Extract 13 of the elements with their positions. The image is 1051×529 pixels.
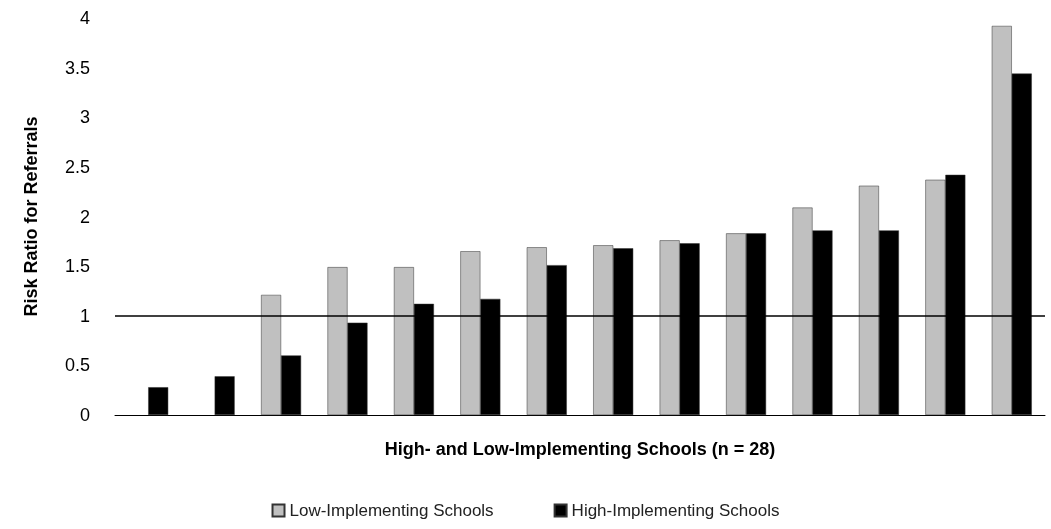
- y-tick-label: 0.5: [64, 355, 90, 376]
- legend-label: Low-Implementing Schools: [289, 501, 494, 520]
- y-tick-label: 3.5: [64, 57, 90, 78]
- x-axis-title: High- and Low-Implementing Schools (n = 28): [384, 439, 776, 459]
- y-axis-title: Risk Ratio for Referrals: [21, 116, 41, 317]
- y-tick-label: 1: [79, 305, 90, 326]
- y-tick-label: 1.5: [64, 256, 90, 277]
- y-tick-label: 2: [79, 206, 90, 227]
- y-tick-label: 0: [79, 405, 90, 425]
- y-tick-label: 2.5: [64, 156, 90, 177]
- y-tick-label: 3: [79, 107, 90, 128]
- legend-label: High-Implementing Schools: [571, 501, 780, 520]
- y-tick-label: 4: [79, 8, 90, 28]
